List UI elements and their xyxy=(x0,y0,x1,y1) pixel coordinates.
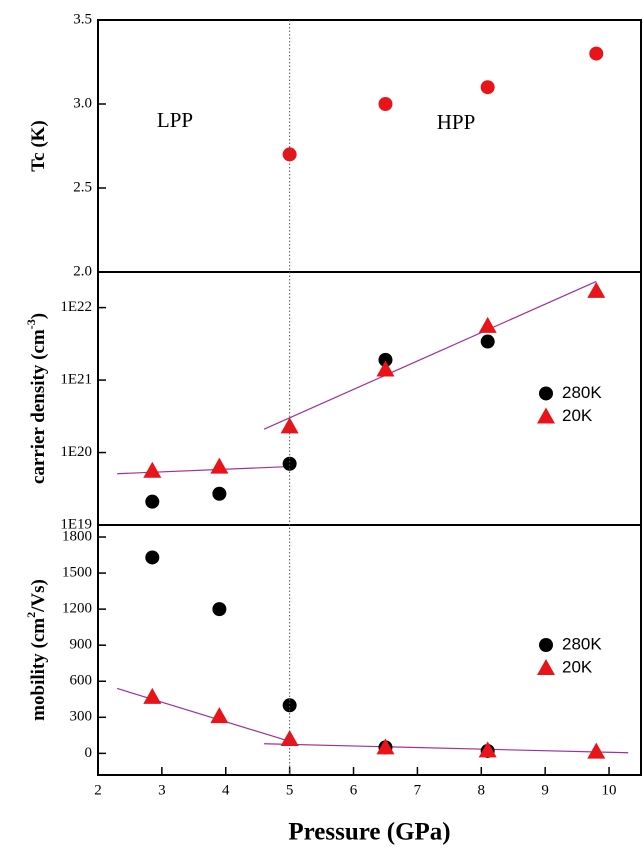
y-tick-label: 2.5 xyxy=(73,179,92,195)
marker-triangle xyxy=(143,461,162,478)
marker-triangle xyxy=(587,742,606,759)
x-tick-label: 4 xyxy=(222,782,230,798)
y-tick-label: 0 xyxy=(85,745,93,761)
marker-triangle xyxy=(376,360,395,377)
panel-frame xyxy=(97,271,642,526)
y-tick-label: 1E22 xyxy=(60,299,92,315)
marker-triangle xyxy=(587,281,606,298)
annotation: LPP xyxy=(157,108,193,132)
y-axis-label: mobility (cm2/Vs) xyxy=(24,579,50,721)
marker-circle xyxy=(539,386,553,401)
marker-triangle xyxy=(376,738,395,755)
y-axis-label-text: mobility (cm xyxy=(28,618,49,721)
y-tick-label: 1E20 xyxy=(60,444,92,460)
marker-circle xyxy=(539,638,553,652)
y-tick-label: 1E21 xyxy=(60,372,92,388)
y-tick-label: 1E19 xyxy=(60,516,92,532)
marker-triangle xyxy=(143,687,162,704)
y-tick-label: 300 xyxy=(70,709,93,725)
x-tick-label: 9 xyxy=(541,782,549,798)
fit-line xyxy=(116,687,290,742)
marker-circle xyxy=(145,550,160,565)
marker-triangle xyxy=(280,417,299,434)
marker-circle xyxy=(212,602,227,617)
y-axis-label-text: Tc (K) xyxy=(28,120,49,172)
marker-circle xyxy=(378,352,393,367)
y-tick-label: 3.0 xyxy=(73,95,92,111)
legend-label: 280K xyxy=(562,383,602,402)
y-tick-label: 600 xyxy=(70,673,93,689)
marker-triangle xyxy=(210,457,229,474)
marker-triangle xyxy=(537,659,555,675)
marker-triangle xyxy=(537,407,555,424)
x-tick-label: 8 xyxy=(478,782,486,798)
x-tick-label: 2 xyxy=(94,782,102,798)
panel-frame xyxy=(97,524,642,776)
y-tick-label: 1800 xyxy=(62,528,92,544)
marker-circle xyxy=(480,80,495,95)
legend-label: 280K xyxy=(562,634,602,653)
panel-frame xyxy=(97,19,642,273)
marker-triangle xyxy=(478,316,497,333)
y-axis-label-sup: -3 xyxy=(24,319,38,329)
marker-circle xyxy=(282,698,297,713)
y-axis-label: Tc (K) xyxy=(28,120,49,172)
marker-circle xyxy=(145,494,160,509)
y-tick-label: 1200 xyxy=(62,601,92,617)
fit-line xyxy=(117,465,290,475)
marker-circle xyxy=(212,486,227,501)
y-tick-label: 1500 xyxy=(62,565,92,581)
fit-line xyxy=(263,280,597,430)
marker-circle xyxy=(589,46,604,61)
x-tick-label: 10 xyxy=(602,782,617,798)
legend-label: 20K xyxy=(562,406,593,425)
x-tick-label: 5 xyxy=(286,782,294,798)
x-tick-label: 7 xyxy=(414,782,422,798)
marker-triangle xyxy=(210,707,229,724)
y-tick-label: 900 xyxy=(70,637,93,653)
y-axis-label-sup: 2 xyxy=(24,612,38,618)
y-axis-label-end: /Vs) xyxy=(28,579,49,613)
legend-label: 20K xyxy=(562,657,593,676)
annotation: HPP xyxy=(437,110,476,134)
y-tick-label: 2.0 xyxy=(73,263,92,279)
marker-circle xyxy=(282,456,297,471)
marker-circle xyxy=(480,334,495,349)
marker-triangle xyxy=(478,741,497,758)
fit-line xyxy=(264,743,629,754)
y-axis-label-end: ) xyxy=(28,313,49,319)
x-axis-label: Pressure (GPa) xyxy=(288,819,450,846)
y-axis-label-text: carrier density (cm xyxy=(28,329,49,484)
y-axis-label: carrier density (cm-3) xyxy=(24,313,50,484)
x-tick-label: 6 xyxy=(350,782,358,798)
y-tick-label: 3.5 xyxy=(73,11,92,27)
marker-circle xyxy=(378,97,393,111)
x-tick-label: 3 xyxy=(158,782,166,798)
